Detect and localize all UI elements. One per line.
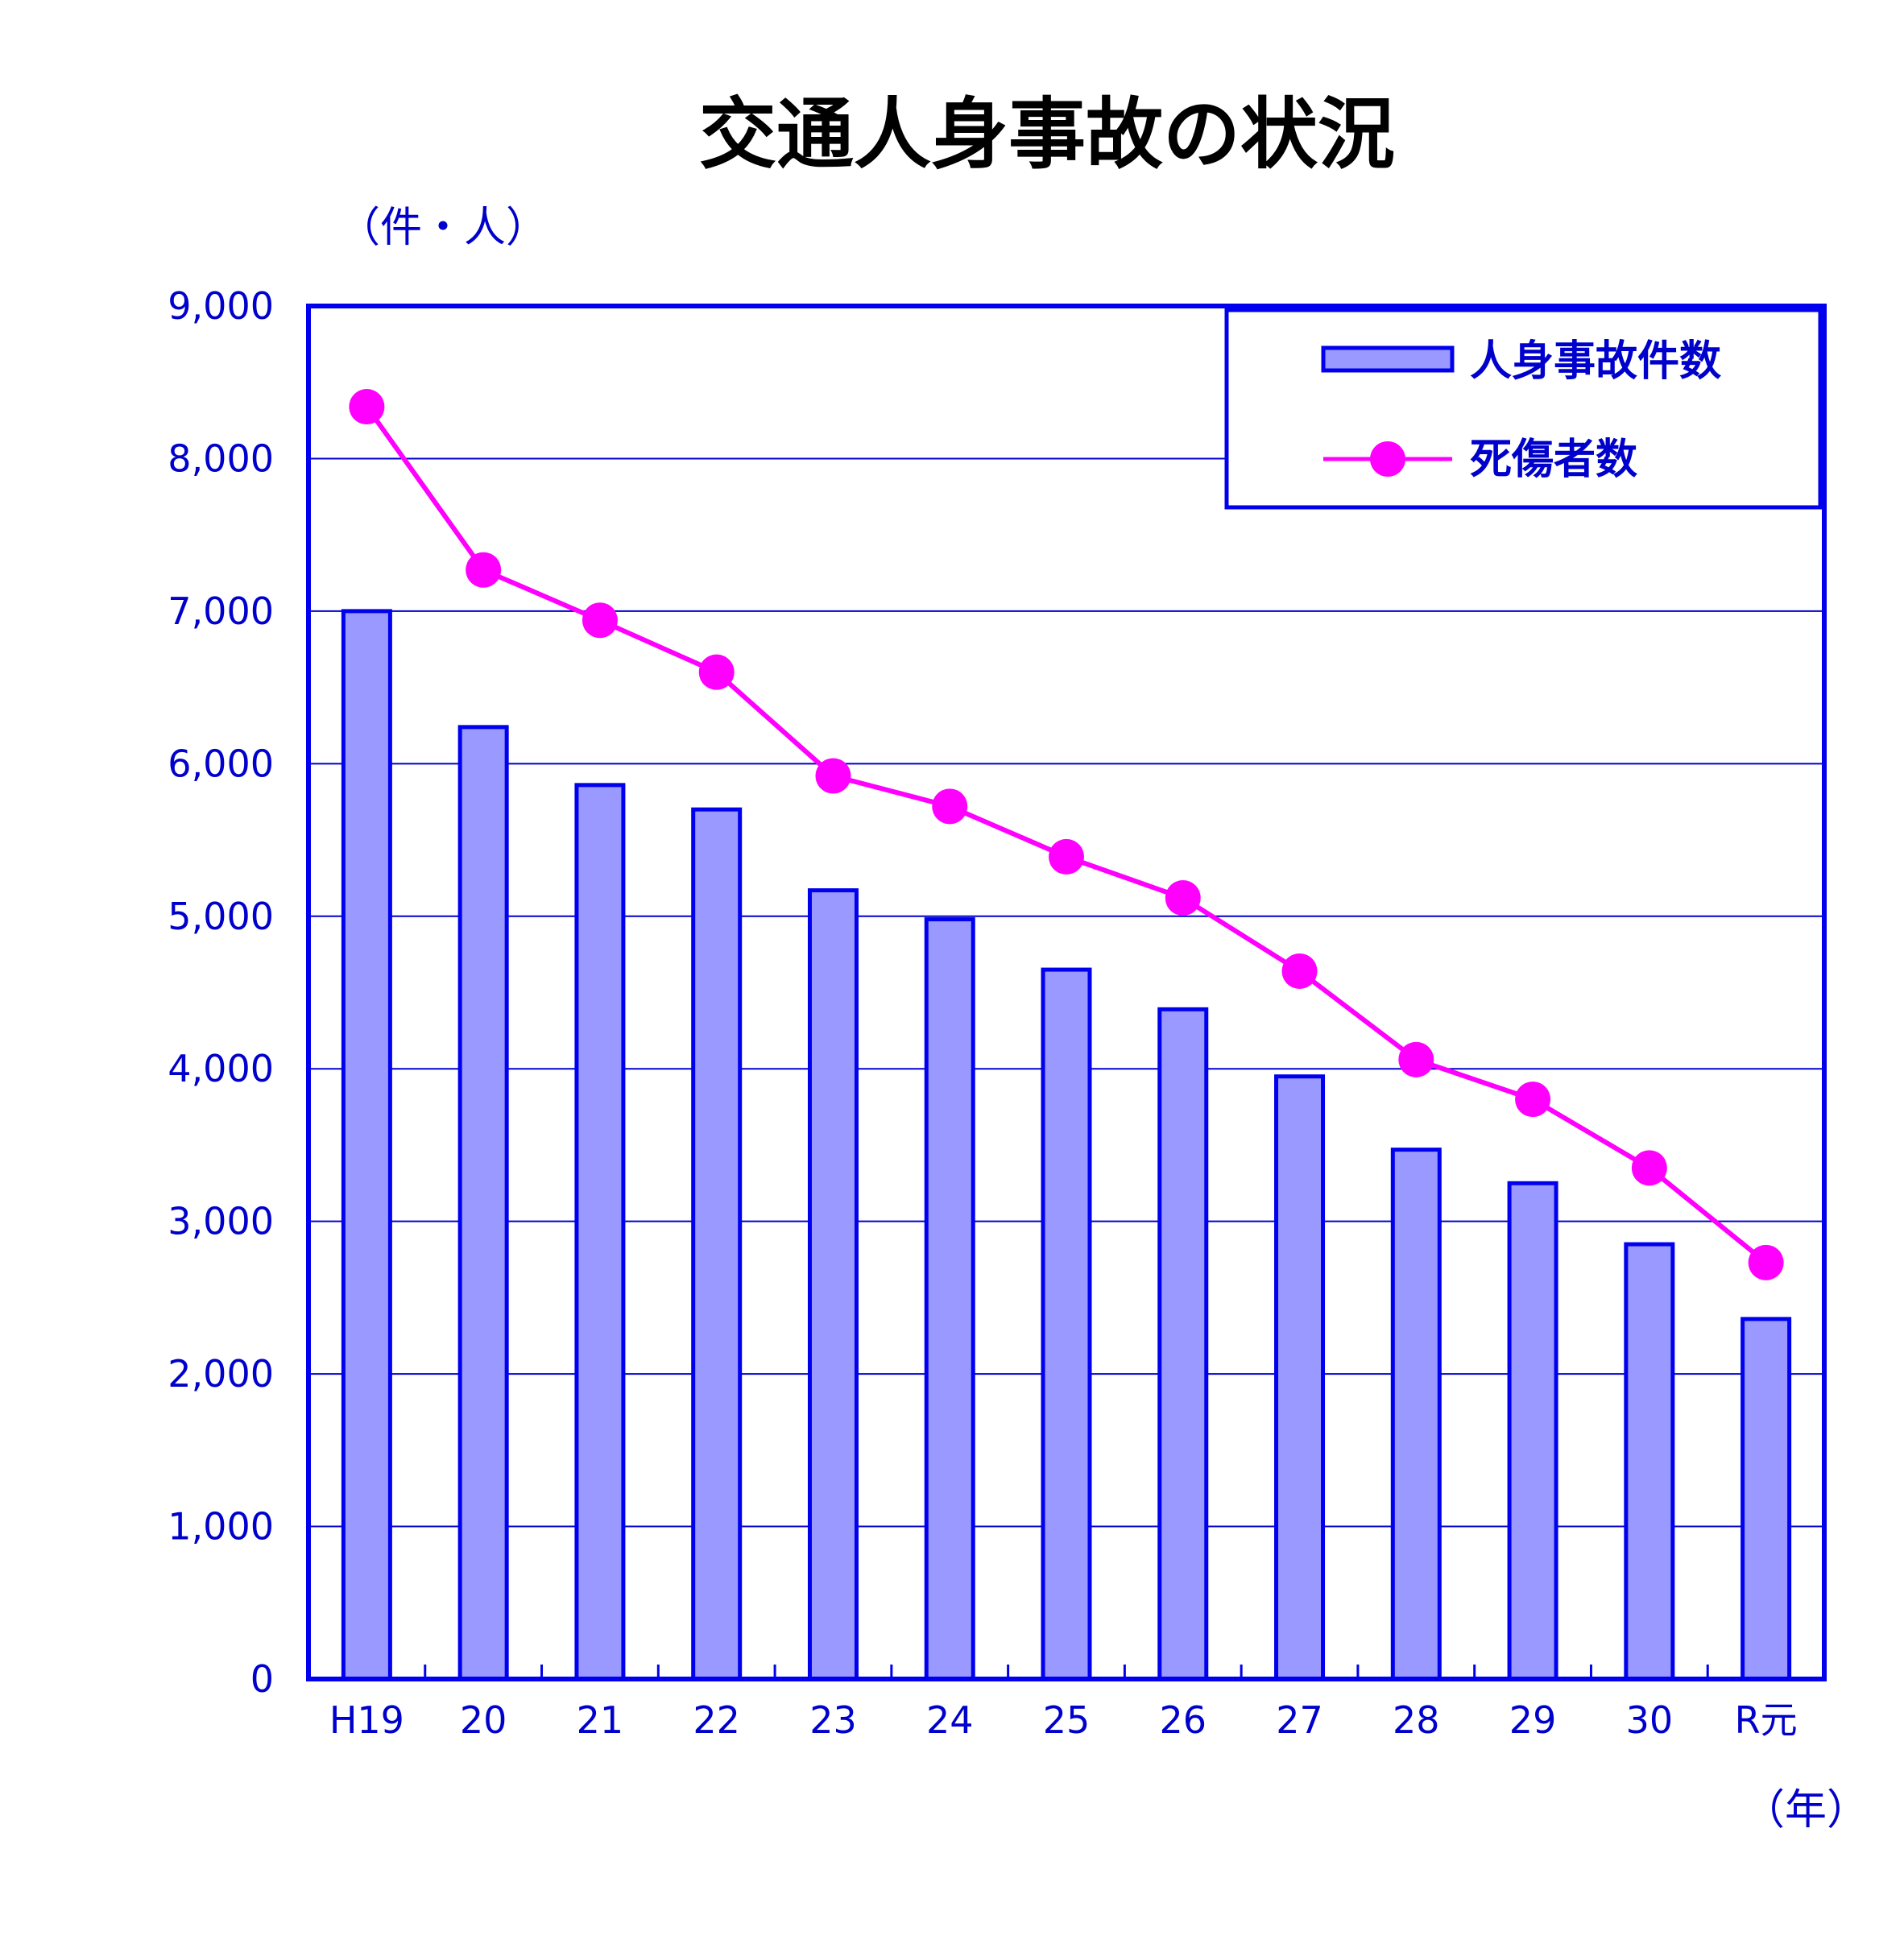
bar (574, 783, 626, 1681)
line-point (815, 758, 851, 794)
x-axis-unit-label: （年） (1743, 1786, 1869, 1834)
x-tick-label: R元 (1735, 1698, 1798, 1742)
bar (1741, 1317, 1792, 1681)
line-point (1281, 953, 1318, 989)
y-tick-label: 3,000 (168, 1200, 274, 1243)
line-point (1515, 1082, 1551, 1118)
x-tick-label: 24 (926, 1698, 974, 1742)
y-tick-label: 4,000 (168, 1047, 274, 1090)
legend-line-marker (1370, 441, 1405, 477)
y-tick-label: 7,000 (168, 589, 274, 633)
line-point (932, 788, 968, 825)
bar (1624, 1242, 1675, 1681)
y-tick-label: 9,000 (168, 284, 274, 328)
bar (924, 917, 975, 1681)
chart-title: 交通人身事故の状況 (699, 89, 1395, 180)
line-point (1631, 1150, 1667, 1186)
bar (1041, 967, 1092, 1681)
y-axis-tick-labels: 0 1,000 2,000 3,000 4,000 5,000 6,000 7,000 8,00… (168, 284, 274, 1701)
bar (341, 609, 392, 1681)
line-point (1165, 880, 1201, 916)
bar (691, 807, 743, 1681)
bar (1274, 1074, 1326, 1681)
bar (1157, 1007, 1209, 1681)
line-series (349, 389, 1784, 1280)
bar (457, 725, 509, 1681)
line-point (1748, 1244, 1784, 1280)
x-tick-label: 30 (1626, 1698, 1674, 1742)
x-tick-label: 22 (693, 1698, 740, 1742)
legend-box (1224, 308, 1823, 510)
bar (1507, 1181, 1558, 1681)
plot-area-frame (306, 304, 1827, 1681)
line-point (698, 654, 735, 690)
x-tick-label: H19 (329, 1698, 404, 1742)
legend-bar-label: 人身事故件数 (1470, 337, 1721, 386)
bar (1390, 1148, 1442, 1681)
x-tick-label: 21 (577, 1698, 624, 1742)
y-tick-label: 6,000 (168, 742, 274, 785)
line-point (466, 552, 502, 588)
y-tick-label: 8,000 (168, 436, 274, 480)
legend: 人身事故件数 死傷者数 (1224, 308, 1823, 510)
x-tick-label: 27 (1276, 1698, 1323, 1742)
legend-bar-swatch (1321, 345, 1455, 373)
legend-line-label: 死傷者数 (1470, 436, 1637, 484)
y-axis-unit-label: （件・人） (338, 204, 548, 252)
y-tick-label: 0 (250, 1657, 274, 1701)
x-axis-tick-labels: H19 20 21 22 23 24 25 26 27 28 29 30 R元 (329, 1698, 1798, 1742)
line-point (582, 602, 618, 639)
y-tick-label: 5,000 (168, 895, 274, 938)
x-tick-label: 25 (1043, 1698, 1091, 1742)
x-tick-label: 29 (1509, 1698, 1557, 1742)
bar (807, 888, 859, 1681)
line-point (1398, 1041, 1434, 1077)
bar-series (341, 609, 1792, 1681)
line-point (1049, 838, 1084, 875)
y-tick-label: 1,000 (168, 1505, 274, 1549)
x-tick-label: 23 (809, 1698, 857, 1742)
y-tick-label: 2,000 (168, 1352, 274, 1396)
x-tick-label: 20 (460, 1698, 507, 1742)
x-tick-label: 28 (1393, 1698, 1440, 1742)
line-point (349, 389, 385, 425)
x-tick-label: 26 (1159, 1698, 1207, 1742)
